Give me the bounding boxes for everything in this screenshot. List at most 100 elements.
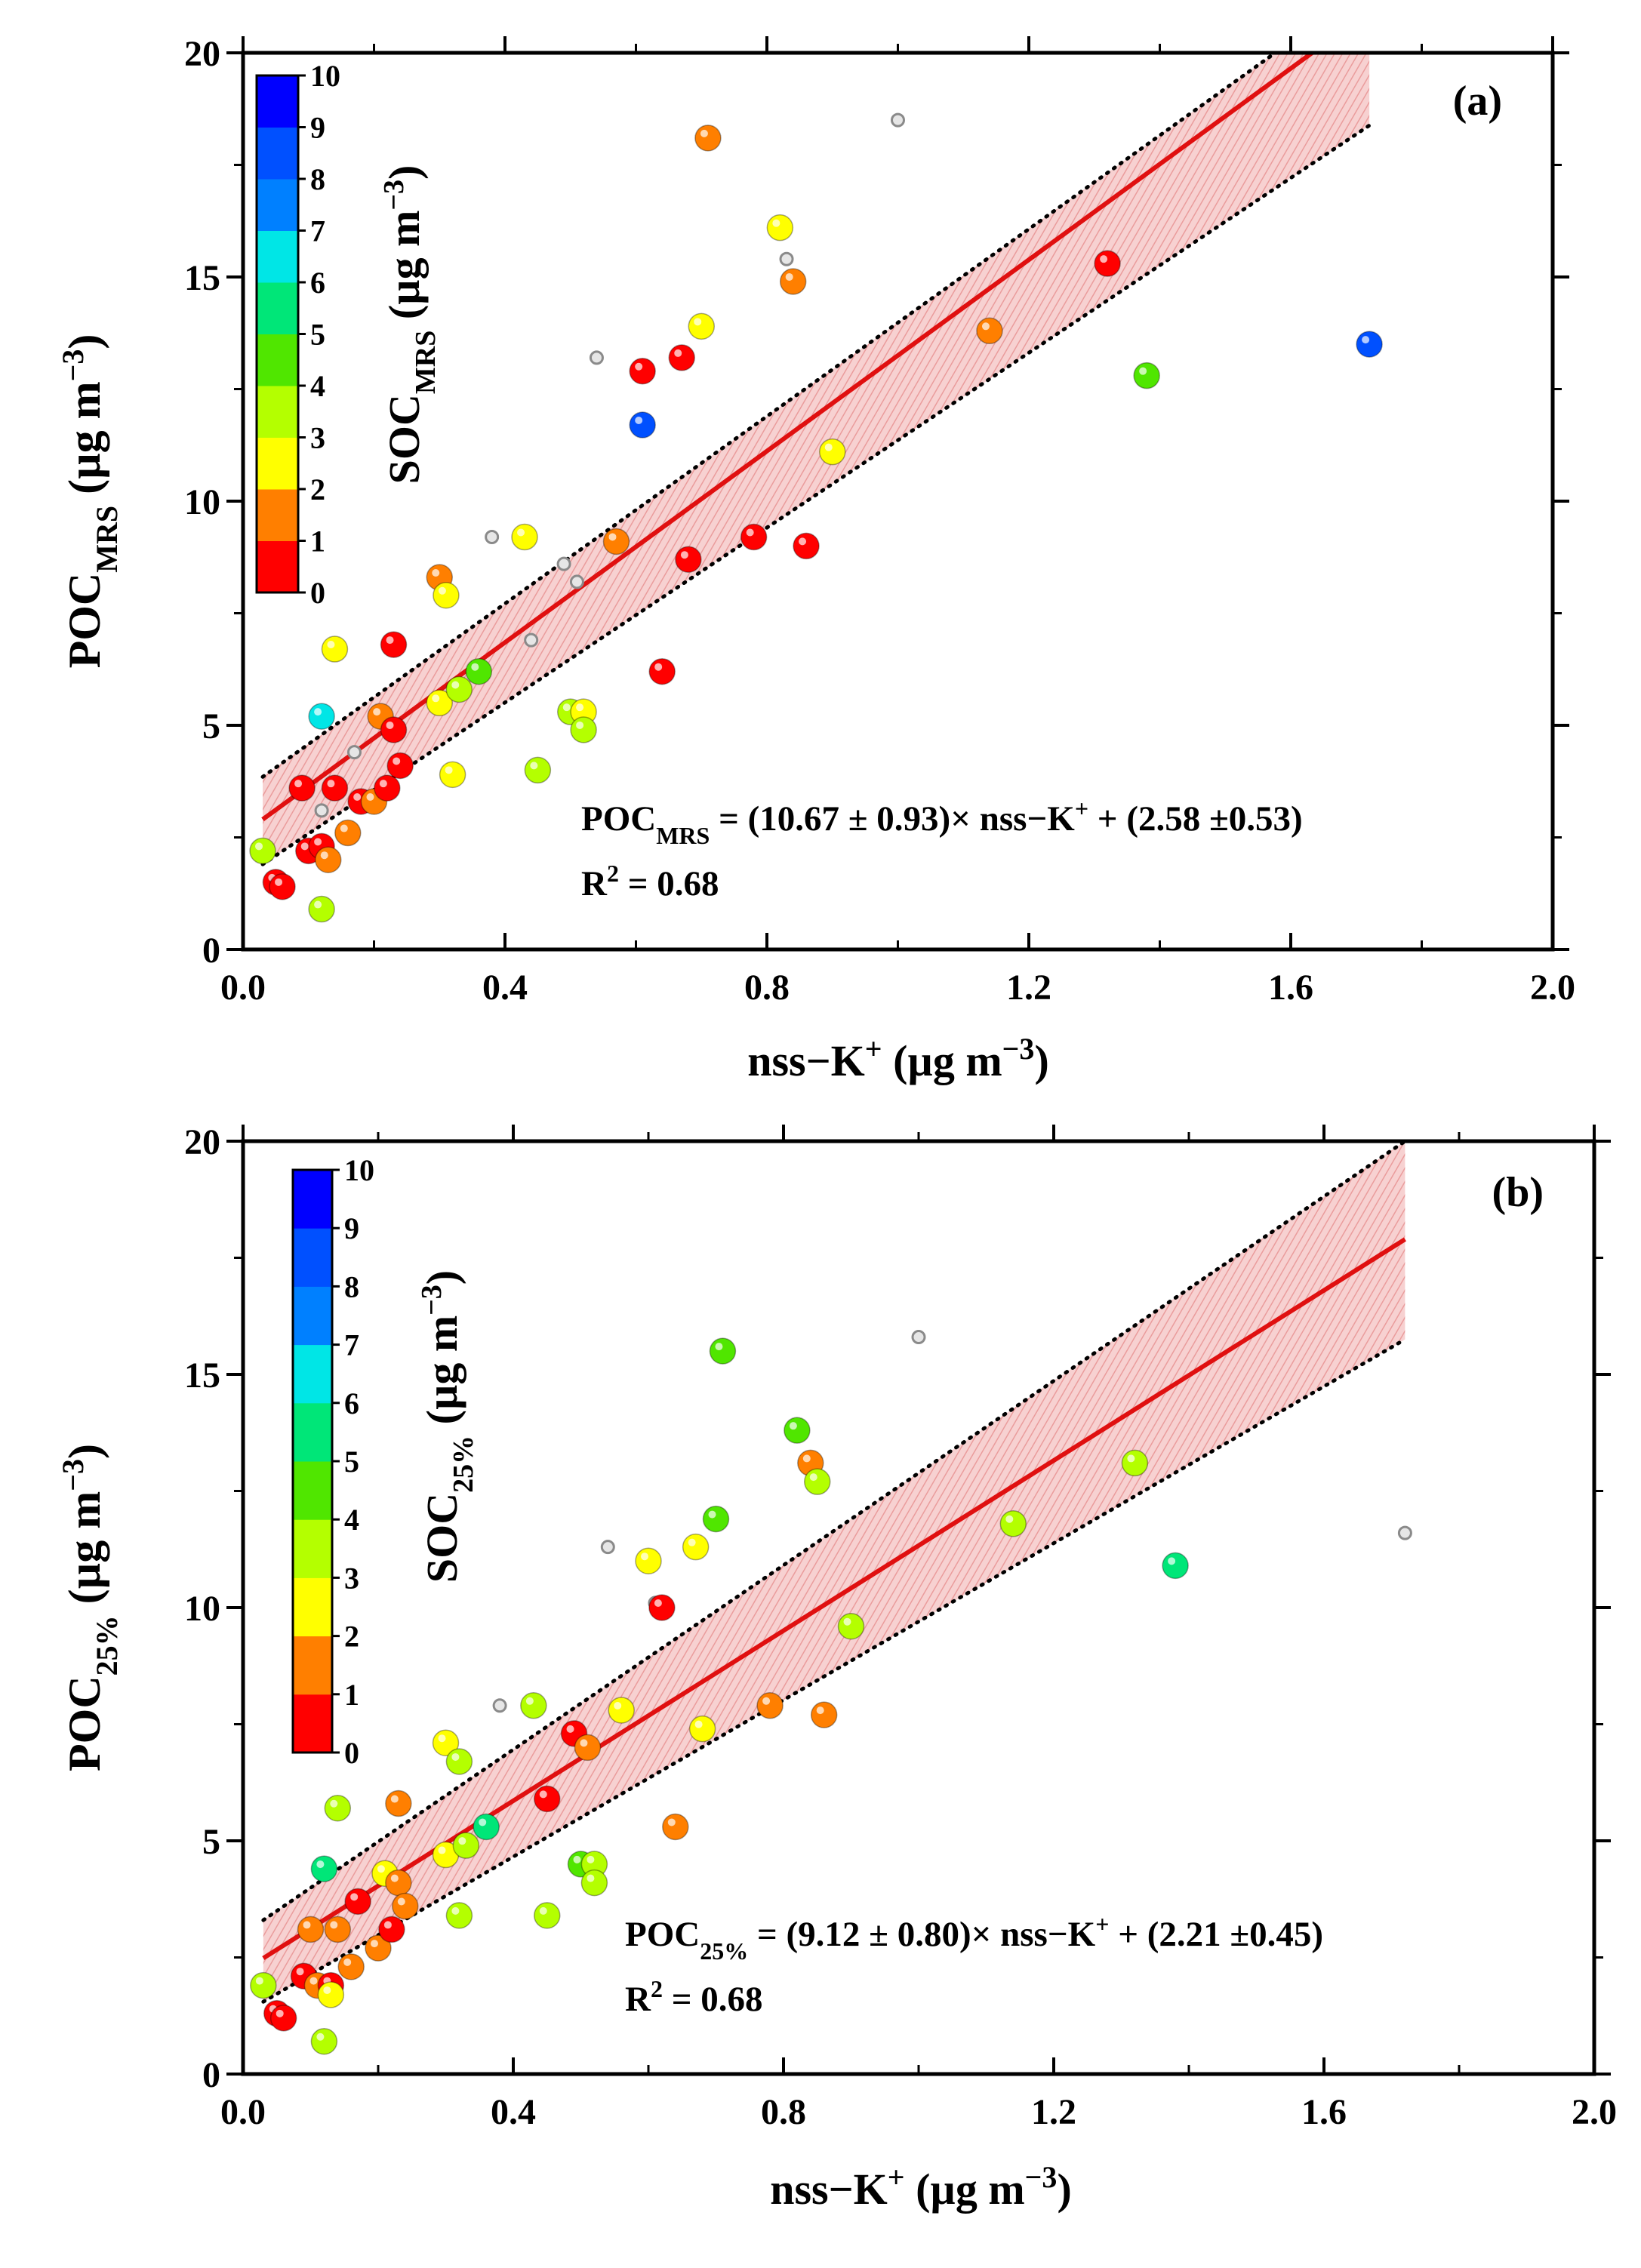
gray-point [589,350,604,365]
data-point-highlight [525,1697,534,1705]
y-tick-label: 5 [202,706,220,746]
data-point [250,1971,277,1999]
gray-point [314,803,329,818]
data-point-highlight [276,2009,284,2017]
data-point-highlight [1168,1557,1176,1565]
data-point-highlight [746,528,754,537]
data-point [648,657,676,685]
data-point [688,312,715,340]
y-axis-label: POCMRS (µg m−3) [56,334,124,669]
data-point-highlight [300,842,309,851]
colorbar-segment [293,1170,332,1229]
colorbar-segment [257,489,298,541]
data-point-highlight [576,721,584,729]
panel-label: (a) [1453,78,1502,125]
colorbar-tick-label: 5 [310,318,325,352]
data-point-highlight [1139,367,1147,375]
data-point [810,1701,838,1728]
colorbar-tick-label: 8 [344,1269,359,1303]
data-point-highlight [614,1701,622,1709]
data-point-highlight [397,1897,405,1906]
data-point-highlight [641,1553,648,1561]
data-point [269,2005,297,2032]
data-point-highlight [530,762,538,770]
colorbar-segment [257,334,298,386]
data-point-highlight [785,272,793,281]
data-point [629,411,656,439]
y-tick-label: 10 [184,1589,220,1629]
data-point [310,1855,338,1882]
data-point [675,546,702,573]
data-point-highlight [635,417,643,425]
data-point [374,774,401,802]
x-tick-label: 1.6 [1268,968,1313,1008]
gray-point [1397,1525,1412,1540]
fit-equation: POCMRS = (10.67 ± 0.93)× nss−K+ + (2.58 … [581,795,1303,849]
data-point [439,761,466,789]
data-point [452,1832,480,1859]
gray-point [485,530,500,545]
data-point-highlight [316,2033,325,2041]
data-point-highlight [445,766,453,774]
data-point [740,523,768,551]
data-point-highlight [343,1958,352,1966]
gray-point [492,1698,507,1713]
data-point [308,703,335,730]
band-lower-line [260,123,1372,866]
data-point-highlight [255,1977,263,1985]
gray-point [346,745,362,760]
data-point [385,1789,412,1817]
data-point-highlight [432,694,440,703]
panel-label: (b) [1492,1169,1544,1216]
data-point [433,581,460,609]
data-point-highlight [809,1473,817,1482]
data-point-highlight [1005,1515,1014,1523]
data-point-highlight [674,349,682,357]
data-point-highlight [451,1906,460,1915]
colorbar-tick-label: 2 [344,1620,359,1654]
data-point-highlight [340,824,348,832]
y-tick-label: 20 [184,34,220,74]
data-point [819,438,846,466]
data-point [334,819,362,847]
colorbar-segment [293,1519,332,1578]
data-point [344,1888,371,1916]
data-point-highlight [350,1893,359,1901]
gray-point [891,112,905,128]
data-point [380,716,408,743]
data-point-highlight [327,780,335,788]
data-point-highlight [377,1865,385,1873]
data-point [378,1916,405,1943]
data-point [766,214,794,242]
colorbar-tick-label: 10 [310,59,340,93]
data-point-highlight [576,703,584,712]
data-point [324,1916,352,1943]
data-point [602,528,630,555]
colorbar-tick-label: 4 [310,369,325,403]
colorbar-tick-label: 1 [344,1678,359,1712]
data-point-highlight [327,641,335,649]
data-point [608,1697,635,1724]
data-point-highlight [393,757,401,765]
y-tick-label: 20 [184,1122,220,1162]
data-point [392,1892,419,1920]
x-tick-label: 1.2 [1031,2092,1076,2132]
data-point [321,635,349,663]
data-point-highlight [680,551,688,559]
data-point-highlight [320,851,328,860]
fit-line [261,53,1316,822]
band-upper-line [260,53,1279,779]
data-point [784,1417,811,1444]
y-tick-label: 0 [202,2055,220,2095]
data-point-highlight [386,636,394,645]
y-tick-label: 5 [202,1822,220,1862]
data-point-highlight [383,1921,392,1929]
data-point-highlight [255,842,263,851]
fit-line [262,1237,1406,1961]
colorbar-tick-label: 2 [310,472,325,506]
colorbar-tick-label: 7 [310,214,325,248]
data-point [380,631,408,658]
data-point [337,1953,365,1980]
gray-point [779,251,794,266]
data-point [1162,1552,1189,1580]
